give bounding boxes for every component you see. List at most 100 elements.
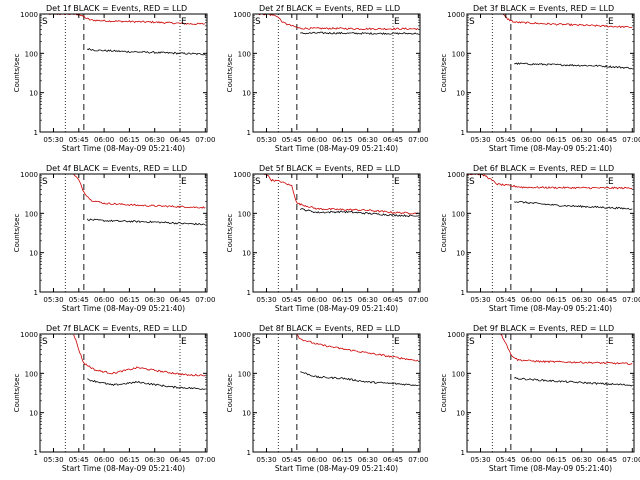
- x-tick-label: 05:45: [69, 456, 89, 464]
- start-marker-label: S: [255, 17, 261, 27]
- chart-panel: Det 7f BLACK = Events, RED = LLD 1 10 100 10…: [13, 324, 215, 473]
- start-marker-label: S: [469, 337, 475, 347]
- y-tick-label: 10: [29, 90, 38, 98]
- x-axis-label: Start Time (08-May-09 05:21:40): [62, 144, 185, 153]
- lld-series-line: [296, 334, 419, 362]
- plot-frame: [39, 333, 208, 453]
- x-axis-label: Start Time (08-May-09 05:21:40): [489, 464, 612, 473]
- end-marker-label: E: [181, 337, 187, 347]
- y-tick-label: 100: [25, 370, 38, 378]
- plot-frame: [252, 333, 421, 453]
- x-tick-label: 07:00: [195, 296, 215, 304]
- y-axis-label: Counts/sec: [13, 214, 21, 253]
- x-tick-label: 06:45: [170, 136, 190, 144]
- y-tick-label: 1: [34, 129, 38, 137]
- events-series-line: [87, 378, 206, 390]
- x-tick-label: 07:00: [622, 456, 640, 464]
- x-tick-label: 06:15: [332, 456, 352, 464]
- start-marker-label: S: [42, 337, 48, 347]
- y-axis-label: Counts/sec: [226, 374, 234, 413]
- events-series-line: [514, 201, 633, 210]
- x-tick-label: 06:00: [94, 296, 114, 304]
- chart-title: Det 3f BLACK = Events, RED = LLD: [473, 4, 614, 13]
- x-axis-label: Start Time (08-May-09 05:21:40): [62, 464, 185, 473]
- chart-panel: Det 6f BLACK = Events, RED = LLD 1 10 100 10…: [440, 164, 640, 313]
- chart-panel: Det 4f BLACK = Events, RED = LLD 1 10 100 10…: [13, 164, 215, 313]
- x-tick-label: 05:30: [43, 456, 63, 464]
- x-tick-label: 05:45: [69, 136, 89, 144]
- y-tick-label: 1: [461, 129, 465, 137]
- end-marker-label: E: [394, 17, 400, 27]
- chart-panel: Det 5f BLACK = Events, RED = LLD 1 10 100 10…: [226, 164, 428, 313]
- lld-series-line: [73, 334, 206, 377]
- y-tick-label: 1000: [447, 331, 465, 339]
- chart-title: Det 5f BLACK = Events, RED = LLD: [259, 164, 400, 173]
- x-tick-label: 06:30: [145, 296, 165, 304]
- chart-title: Det 1f BLACK = Events, RED = LLD: [46, 4, 187, 13]
- chart-title: Det 8f BLACK = Events, RED = LLD: [259, 324, 400, 333]
- events-series-line: [513, 377, 633, 387]
- x-tick-label: 06:00: [94, 456, 114, 464]
- x-tick-label: 06:15: [119, 456, 139, 464]
- start-marker-label: S: [42, 17, 48, 27]
- plot-frame: [466, 333, 635, 453]
- y-axis-label: Counts/sec: [13, 374, 21, 413]
- y-tick-label: 1: [247, 449, 251, 457]
- y-tick-label: 1: [461, 289, 465, 297]
- x-axis-label: Start Time (08-May-09 05:21:40): [275, 304, 398, 313]
- y-tick-label: 100: [452, 370, 465, 378]
- x-tick-label: 06:45: [597, 456, 617, 464]
- y-tick-label: 10: [242, 250, 251, 258]
- x-tick-label: 05:45: [282, 136, 302, 144]
- x-tick-label: 05:30: [470, 296, 490, 304]
- y-tick-label: 10: [242, 410, 251, 418]
- y-axis-label: Counts/sec: [226, 214, 234, 253]
- x-tick-label: 06:15: [119, 296, 139, 304]
- plot-frame: [466, 13, 635, 133]
- y-tick-label: 10: [456, 410, 465, 418]
- x-tick-label: 05:45: [282, 296, 302, 304]
- y-tick-label: 10: [242, 90, 251, 98]
- y-tick-label: 1000: [233, 331, 251, 339]
- end-marker-label: E: [394, 177, 400, 187]
- x-tick-label: 06:45: [383, 296, 403, 304]
- end-marker-label: E: [608, 17, 614, 27]
- y-axis-label: Counts/sec: [13, 54, 21, 93]
- x-tick-label: 05:30: [470, 136, 490, 144]
- x-tick-label: 05:30: [256, 136, 276, 144]
- y-axis-label: Counts/sec: [440, 54, 448, 93]
- plot-frame: [39, 173, 208, 293]
- plot-frame: [252, 173, 421, 293]
- end-marker-label: E: [181, 17, 187, 27]
- x-axis-label: Start Time (08-May-09 05:21:40): [489, 304, 612, 313]
- x-tick-label: 06:30: [572, 296, 592, 304]
- x-tick-label: 06:00: [307, 136, 327, 144]
- x-tick-label: 06:30: [145, 456, 165, 464]
- x-tick-label: 06:15: [546, 136, 566, 144]
- plot-frame: [466, 173, 635, 293]
- x-tick-label: 07:00: [195, 456, 215, 464]
- chart-panel: Det 1f BLACK = Events, RED = LLD 1 10 100 10…: [13, 4, 215, 153]
- events-series-line: [86, 47, 206, 56]
- events-series-line: [299, 208, 419, 218]
- chart-panel: Det 8f BLACK = Events, RED = LLD 1 10 100 10…: [226, 324, 428, 473]
- events-series-line: [86, 218, 206, 226]
- x-tick-label: 06:15: [332, 296, 352, 304]
- y-tick-label: 1000: [447, 11, 465, 19]
- x-tick-label: 07:00: [622, 296, 640, 304]
- x-axis-label: Start Time (08-May-09 05:21:40): [62, 304, 185, 313]
- x-tick-label: 07:00: [622, 136, 640, 144]
- y-tick-label: 100: [452, 50, 465, 58]
- x-tick-label: 05:45: [496, 296, 516, 304]
- x-tick-label: 05:45: [69, 296, 89, 304]
- chart-panel: Det 3f BLACK = Events, RED = LLD 1 10 100 10…: [440, 4, 640, 153]
- x-tick-label: 05:30: [470, 456, 490, 464]
- x-tick-label: 06:30: [358, 456, 378, 464]
- x-tick-label: 05:30: [256, 296, 276, 304]
- y-tick-label: 100: [238, 210, 251, 218]
- x-tick-label: 06:45: [170, 296, 190, 304]
- lld-series-line: [256, 13, 419, 31]
- x-tick-label: 06:15: [546, 296, 566, 304]
- x-tick-label: 06:15: [119, 136, 139, 144]
